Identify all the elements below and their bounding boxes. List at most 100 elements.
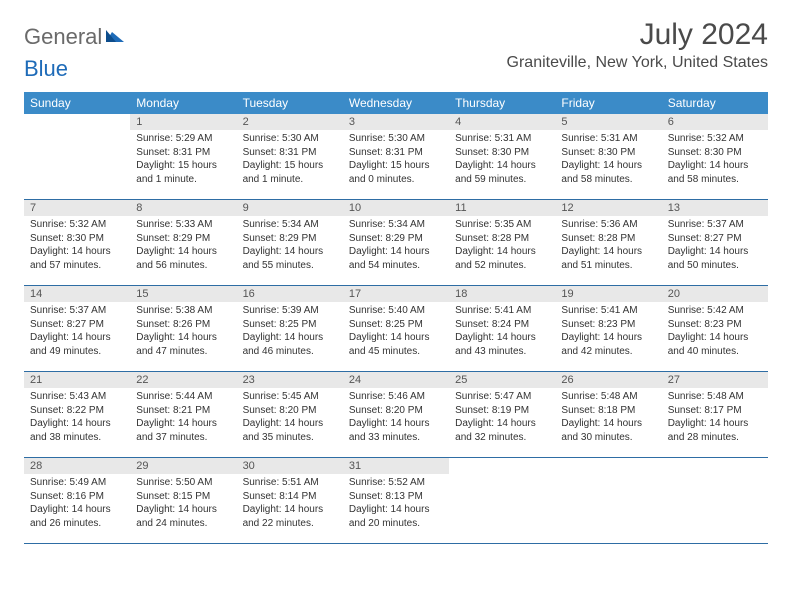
sunset-line: Sunset: 8:30 PM	[455, 146, 549, 160]
day-content: Sunrise: 5:51 AMSunset: 8:14 PMDaylight:…	[237, 474, 343, 534]
weekday-header: Tuesday	[237, 92, 343, 114]
weekday-header: Monday	[130, 92, 236, 114]
daylight-line: Daylight: 14 hours and 20 minutes.	[349, 503, 443, 530]
day-content: Sunrise: 5:48 AMSunset: 8:17 PMDaylight:…	[662, 388, 768, 448]
daylight-line: Daylight: 14 hours and 37 minutes.	[136, 417, 230, 444]
day-cell: 1Sunrise: 5:29 AMSunset: 8:31 PMDaylight…	[130, 114, 236, 200]
day-cell: 31Sunrise: 5:52 AMSunset: 8:13 PMDayligh…	[343, 458, 449, 544]
day-content: Sunrise: 5:43 AMSunset: 8:22 PMDaylight:…	[24, 388, 130, 448]
day-content: Sunrise: 5:29 AMSunset: 8:31 PMDaylight:…	[130, 130, 236, 190]
day-content: Sunrise: 5:36 AMSunset: 8:28 PMDaylight:…	[555, 216, 661, 276]
day-cell: 5Sunrise: 5:31 AMSunset: 8:30 PMDaylight…	[555, 114, 661, 200]
day-cell: 28Sunrise: 5:49 AMSunset: 8:16 PMDayligh…	[24, 458, 130, 544]
day-content: Sunrise: 5:30 AMSunset: 8:31 PMDaylight:…	[343, 130, 449, 190]
sunset-line: Sunset: 8:25 PM	[243, 318, 337, 332]
day-number: 5	[555, 114, 661, 130]
day-content: Sunrise: 5:47 AMSunset: 8:19 PMDaylight:…	[449, 388, 555, 448]
day-content: Sunrise: 5:38 AMSunset: 8:26 PMDaylight:…	[130, 302, 236, 362]
daylight-line: Daylight: 15 hours and 1 minute.	[243, 159, 337, 186]
daylight-line: Daylight: 14 hours and 28 minutes.	[668, 417, 762, 444]
sunset-line: Sunset: 8:27 PM	[668, 232, 762, 246]
day-number: 20	[662, 286, 768, 302]
sunrise-line: Sunrise: 5:31 AM	[561, 132, 655, 146]
sunrise-line: Sunrise: 5:47 AM	[455, 390, 549, 404]
day-number: 29	[130, 458, 236, 474]
sunrise-line: Sunrise: 5:31 AM	[455, 132, 549, 146]
daylight-line: Daylight: 14 hours and 46 minutes.	[243, 331, 337, 358]
sunset-line: Sunset: 8:20 PM	[349, 404, 443, 418]
sunset-line: Sunset: 8:28 PM	[561, 232, 655, 246]
day-number: 3	[343, 114, 449, 130]
day-cell: 27Sunrise: 5:48 AMSunset: 8:17 PMDayligh…	[662, 372, 768, 458]
location: Graniteville, New York, United States	[507, 54, 768, 72]
sunset-line: Sunset: 8:14 PM	[243, 490, 337, 504]
sunrise-line: Sunrise: 5:48 AM	[668, 390, 762, 404]
weekday-header: Thursday	[449, 92, 555, 114]
day-content: Sunrise: 5:45 AMSunset: 8:20 PMDaylight:…	[237, 388, 343, 448]
daylight-line: Daylight: 14 hours and 26 minutes.	[30, 503, 124, 530]
daylight-line: Daylight: 14 hours and 22 minutes.	[243, 503, 337, 530]
weekday-header: Friday	[555, 92, 661, 114]
day-number: 27	[662, 372, 768, 388]
day-number: 30	[237, 458, 343, 474]
sunrise-line: Sunrise: 5:30 AM	[349, 132, 443, 146]
day-cell: 19Sunrise: 5:41 AMSunset: 8:23 PMDayligh…	[555, 286, 661, 372]
weekday-header: Sunday	[24, 92, 130, 114]
day-content: Sunrise: 5:46 AMSunset: 8:20 PMDaylight:…	[343, 388, 449, 448]
sunset-line: Sunset: 8:30 PM	[668, 146, 762, 160]
weeks-container: 1Sunrise: 5:29 AMSunset: 8:31 PMDaylight…	[24, 114, 768, 544]
logo-text-2: Blue	[24, 56, 68, 82]
sunset-line: Sunset: 8:18 PM	[561, 404, 655, 418]
sunset-line: Sunset: 8:22 PM	[30, 404, 124, 418]
day-number: 24	[343, 372, 449, 388]
logo: General	[24, 24, 126, 50]
sunrise-line: Sunrise: 5:40 AM	[349, 304, 443, 318]
daylight-line: Daylight: 14 hours and 42 minutes.	[561, 331, 655, 358]
day-cell: 6Sunrise: 5:32 AMSunset: 8:30 PMDaylight…	[662, 114, 768, 200]
daylight-line: Daylight: 14 hours and 47 minutes.	[136, 331, 230, 358]
day-cell: 13Sunrise: 5:37 AMSunset: 8:27 PMDayligh…	[662, 200, 768, 286]
sunset-line: Sunset: 8:20 PM	[243, 404, 337, 418]
sunset-line: Sunset: 8:21 PM	[136, 404, 230, 418]
sunrise-line: Sunrise: 5:48 AM	[561, 390, 655, 404]
sunset-line: Sunset: 8:17 PM	[668, 404, 762, 418]
day-number: 17	[343, 286, 449, 302]
day-cell: 25Sunrise: 5:47 AMSunset: 8:19 PMDayligh…	[449, 372, 555, 458]
day-number: 26	[555, 372, 661, 388]
day-number: 2	[237, 114, 343, 130]
sunset-line: Sunset: 8:31 PM	[349, 146, 443, 160]
sunrise-line: Sunrise: 5:49 AM	[30, 476, 124, 490]
sunset-line: Sunset: 8:24 PM	[455, 318, 549, 332]
day-cell: 20Sunrise: 5:42 AMSunset: 8:23 PMDayligh…	[662, 286, 768, 372]
daylight-line: Daylight: 14 hours and 57 minutes.	[30, 245, 124, 272]
day-content: Sunrise: 5:32 AMSunset: 8:30 PMDaylight:…	[662, 130, 768, 190]
day-number: 13	[662, 200, 768, 216]
day-cell	[662, 458, 768, 544]
day-content: Sunrise: 5:44 AMSunset: 8:21 PMDaylight:…	[130, 388, 236, 448]
day-content: Sunrise: 5:40 AMSunset: 8:25 PMDaylight:…	[343, 302, 449, 362]
day-cell	[555, 458, 661, 544]
day-cell: 15Sunrise: 5:38 AMSunset: 8:26 PMDayligh…	[130, 286, 236, 372]
weekday-header: Wednesday	[343, 92, 449, 114]
day-cell	[24, 114, 130, 200]
weekday-header: Saturday	[662, 92, 768, 114]
day-cell: 24Sunrise: 5:46 AMSunset: 8:20 PMDayligh…	[343, 372, 449, 458]
day-number: 7	[24, 200, 130, 216]
sunrise-line: Sunrise: 5:33 AM	[136, 218, 230, 232]
day-content: Sunrise: 5:31 AMSunset: 8:30 PMDaylight:…	[555, 130, 661, 190]
day-number: 1	[130, 114, 236, 130]
sunset-line: Sunset: 8:29 PM	[136, 232, 230, 246]
sunset-line: Sunset: 8:15 PM	[136, 490, 230, 504]
title-block: July 2024 Graniteville, New York, United…	[507, 18, 768, 72]
daylight-line: Daylight: 14 hours and 30 minutes.	[561, 417, 655, 444]
day-cell: 22Sunrise: 5:44 AMSunset: 8:21 PMDayligh…	[130, 372, 236, 458]
weekday-header-row: SundayMondayTuesdayWednesdayThursdayFrid…	[24, 92, 768, 114]
sunset-line: Sunset: 8:23 PM	[668, 318, 762, 332]
week-row: 21Sunrise: 5:43 AMSunset: 8:22 PMDayligh…	[24, 372, 768, 458]
week-row: 7Sunrise: 5:32 AMSunset: 8:30 PMDaylight…	[24, 200, 768, 286]
sunset-line: Sunset: 8:29 PM	[349, 232, 443, 246]
sunrise-line: Sunrise: 5:30 AM	[243, 132, 337, 146]
day-number: 16	[237, 286, 343, 302]
daylight-line: Daylight: 14 hours and 49 minutes.	[30, 331, 124, 358]
sunset-line: Sunset: 8:31 PM	[243, 146, 337, 160]
